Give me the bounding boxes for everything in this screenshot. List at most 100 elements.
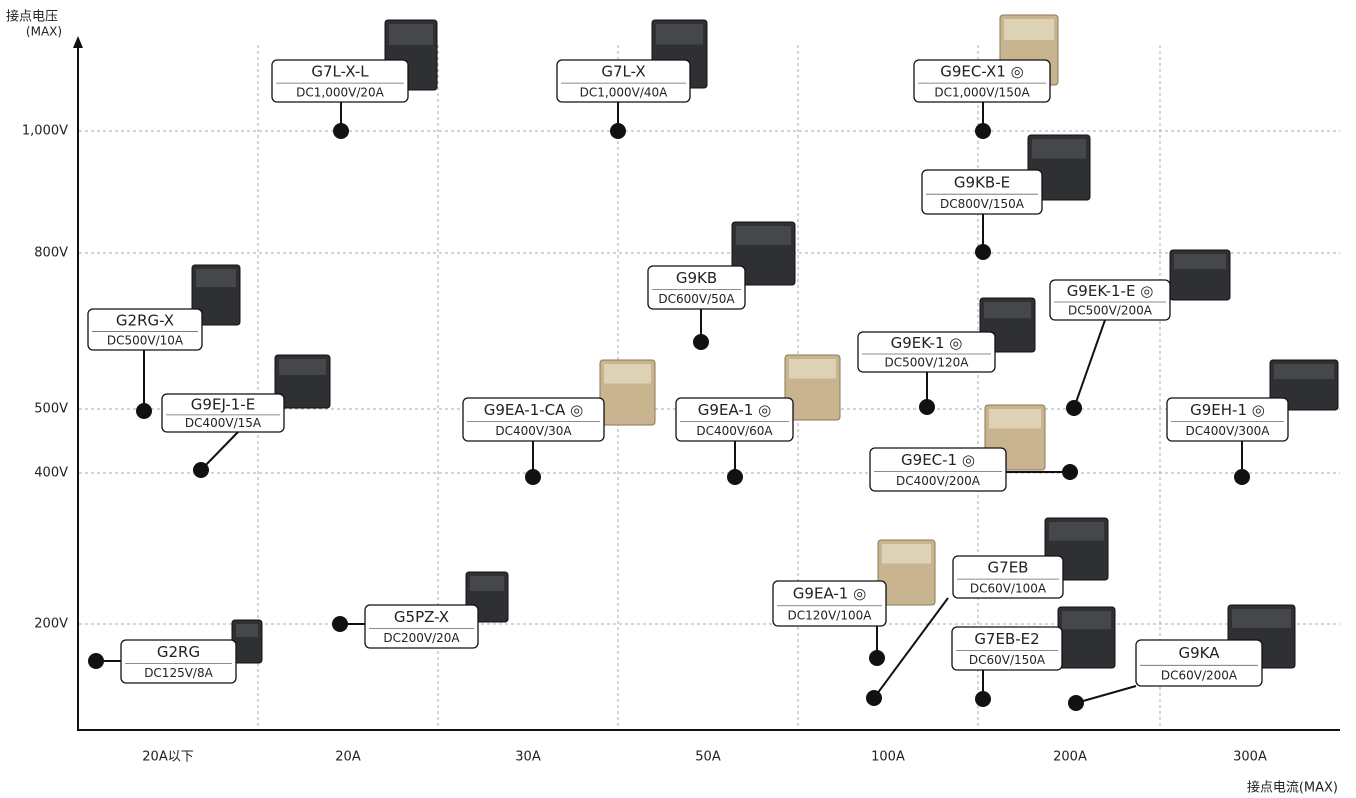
leader-line (873, 597, 949, 699)
product-spec: DC400V/300A (1186, 424, 1271, 438)
product-image-top (1232, 609, 1291, 628)
product-spec: DC125V/8A (144, 666, 213, 680)
label-box (772, 580, 887, 627)
product-image-top (1032, 139, 1086, 159)
product-name: G2RG-X (116, 311, 174, 329)
y-axis-arrow (73, 36, 83, 48)
product-name: G9EJ-1-E (191, 396, 255, 414)
product-image-top (1062, 611, 1111, 630)
product-name: G9KA (1178, 644, 1220, 662)
product-image-top (1049, 522, 1104, 541)
product-name: G9EK-1-E ◎ (1067, 282, 1154, 300)
product-name: G7EB-E2 (974, 630, 1039, 648)
product-dot (975, 123, 991, 139)
product-image-top (604, 364, 651, 384)
label-box (161, 393, 285, 433)
x-axis-title: 接点电流(MAX) (1247, 780, 1338, 796)
label-box (1166, 397, 1289, 442)
product-spec: DC600V/50A (658, 292, 735, 306)
product-image-top (656, 24, 703, 45)
label-box (462, 397, 605, 442)
product-spec: DC60V/100A (970, 581, 1047, 595)
product-spec: DC400V/60A (696, 424, 773, 438)
product: G9EA-1 ◎ DC400V/60A (675, 354, 841, 485)
product-image-top (389, 24, 433, 45)
product-name: G7L-X (601, 63, 645, 81)
x-tick-label: 300A (1233, 750, 1267, 765)
product: G9EJ-1-E DC400V/15A (161, 354, 331, 478)
label-box (1049, 279, 1171, 321)
product-spec: DC1,000V/150A (934, 85, 1030, 99)
product: G9EH-1 ◎ DC400V/300A (1166, 359, 1339, 485)
product-dot (919, 399, 935, 415)
product-image-top (984, 302, 1031, 319)
product-spec: DC200V/20A (383, 631, 460, 645)
label-box (647, 265, 746, 310)
product: G9EK-1 ◎ DC500V/120A (857, 297, 1036, 415)
product-dot (136, 403, 152, 419)
product-spec: DC400V/15A (185, 416, 262, 430)
product-name: G9EK-1 ◎ (891, 334, 963, 352)
label-box (951, 626, 1063, 671)
product-dot (869, 650, 885, 666)
x-tick-label: 50A (695, 750, 721, 765)
label-box (271, 59, 409, 103)
product-spec: DC400V/30A (495, 424, 572, 438)
product-dot (693, 334, 709, 350)
label-box (921, 169, 1043, 215)
product: G5PZ-X DC200V/20A (332, 571, 509, 649)
product: G7EB-E2 DC60V/150A (951, 606, 1116, 707)
product: G9EK-1-E ◎ DC500V/200A (1049, 249, 1231, 416)
product-name: G9EC-X1 ◎ (940, 63, 1023, 81)
product-dot (525, 469, 541, 485)
product: G2RG-X DC500V/10A (87, 264, 241, 419)
y-tick-label: 500V (34, 402, 68, 417)
leader-line (1073, 319, 1106, 409)
product-image-top (470, 576, 504, 591)
product-dot (866, 690, 882, 706)
product: G9KB-E DC800V/150A (921, 134, 1091, 260)
product-dot (332, 616, 348, 632)
label-box (869, 447, 1007, 492)
product-spec: DC60V/150A (969, 653, 1046, 667)
product: G9EC-1 ◎ DC400V/200A (869, 404, 1078, 492)
label-box (556, 59, 691, 103)
product-dot (88, 653, 104, 669)
product: G7L-X DC1,000V/40A (556, 19, 708, 139)
label-box (913, 59, 1051, 103)
product-image-top (789, 359, 836, 379)
label-box (1135, 639, 1263, 687)
product-name: G2RG (157, 643, 200, 661)
product-image-top (196, 269, 236, 287)
x-tick-label: 30A (515, 750, 541, 765)
product-image-top (279, 359, 326, 375)
label-box (120, 639, 237, 684)
product: G9EA-1-CA ◎ DC400V/30A (462, 359, 656, 485)
product-name: G9EA-1 ◎ (698, 401, 771, 419)
product: G7EB DC60V/100A (866, 517, 1109, 706)
product: G9KA DC60V/200A (1068, 604, 1296, 711)
product-dot (1234, 469, 1250, 485)
product-dot (1066, 400, 1082, 416)
x-tick-label: 20A (335, 750, 361, 765)
product-dot (610, 123, 626, 139)
product-spec: DC500V/200A (1068, 304, 1153, 318)
product-image-top (1274, 364, 1334, 379)
product-spec: DC60V/200A (1161, 668, 1238, 682)
product-spec: DC800V/150A (940, 197, 1025, 211)
label-box (364, 604, 479, 649)
y-tick-label: 1,000V (22, 124, 68, 139)
product-image-top (736, 226, 791, 245)
y-tick-label: 400V (34, 466, 68, 481)
label-box (857, 331, 996, 373)
product-dot (1062, 464, 1078, 480)
product-name: G9EH-1 ◎ (1190, 401, 1265, 419)
product-name: G9EC-1 ◎ (901, 451, 975, 469)
leader-line (1075, 685, 1137, 704)
product: G9EA-1 ◎ DC120V/100A (772, 539, 936, 666)
product-image-top (989, 409, 1041, 429)
y-tick-label: 800V (34, 246, 68, 261)
leader-line (200, 431, 239, 471)
x-tick-label: 200A (1053, 750, 1087, 765)
